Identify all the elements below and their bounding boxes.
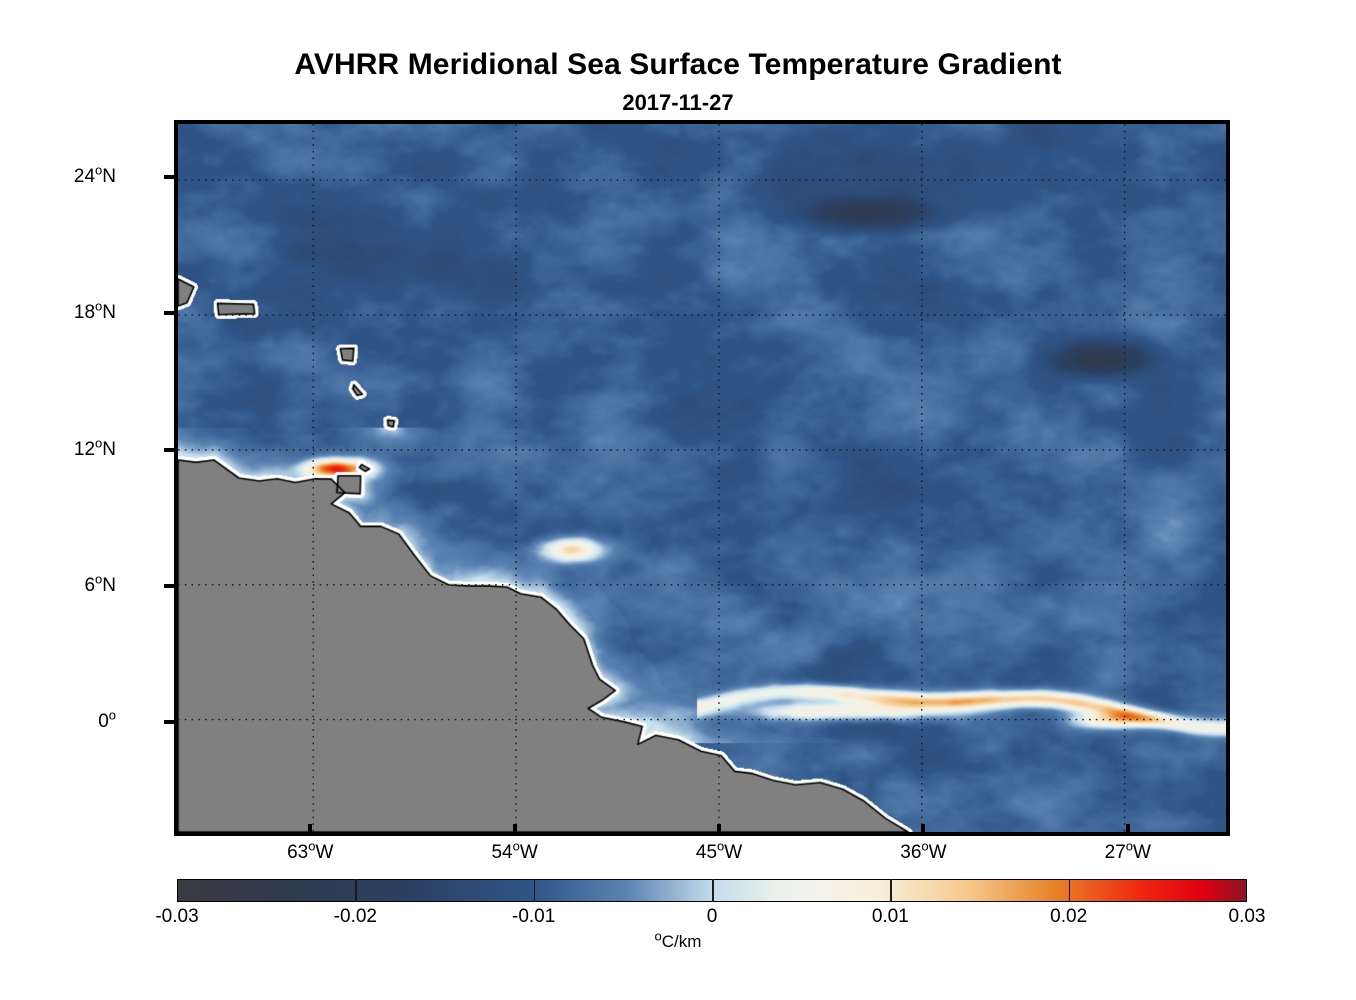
x-tick-label: 63oW [287, 838, 334, 863]
colorbar-tick-label: 0.02 [1050, 906, 1088, 927]
x-tick-label: 54oW [491, 838, 538, 863]
map-axes [174, 120, 1230, 836]
colorbar-tick-label: -0.03 [155, 906, 199, 927]
x-tick-label: 27oW [1104, 838, 1151, 863]
figure-title: AVHRR Meridional Sea Surface Temperature… [294, 48, 1062, 81]
colorbar-tick [355, 879, 357, 902]
figure-subtitle: 2017-11-27 [622, 90, 734, 115]
colorbar-tick-label: 0.03 [1228, 906, 1266, 927]
x-tick [512, 824, 517, 836]
colorbar-tick [890, 879, 892, 902]
colorbar-tick [533, 879, 536, 902]
colorbar-tick [1068, 879, 1071, 902]
x-tick [1125, 824, 1130, 836]
y-tick [164, 311, 176, 316]
colorbar-tick-label: 0.01 [871, 906, 909, 927]
y-tick [164, 583, 176, 588]
colorbar-unit-label: oC/km [654, 928, 702, 951]
y-tick [164, 447, 176, 452]
y-tick-label: 0o [98, 708, 116, 733]
colorbar-tick [712, 879, 714, 902]
colorbar-tick-label: 0 [706, 906, 718, 927]
colorbar-tick-label: -0.01 [512, 906, 556, 927]
sst-gradient-heatmap [178, 124, 1226, 832]
y-tick [164, 720, 176, 725]
colorbar-tick-label: -0.02 [333, 906, 377, 927]
y-tick-label: 18oN [73, 298, 116, 324]
x-tick-label: 45oW [695, 838, 743, 863]
x-tick [308, 824, 313, 836]
x-tick [921, 824, 926, 836]
y-tick [164, 174, 176, 179]
x-tick-label: 36oW [900, 838, 947, 863]
y-tick-label: 12oN [73, 435, 116, 460]
y-tick-label: 24oN [73, 162, 116, 187]
y-tick-label: 6oN [84, 571, 116, 596]
x-tick [717, 824, 722, 836]
